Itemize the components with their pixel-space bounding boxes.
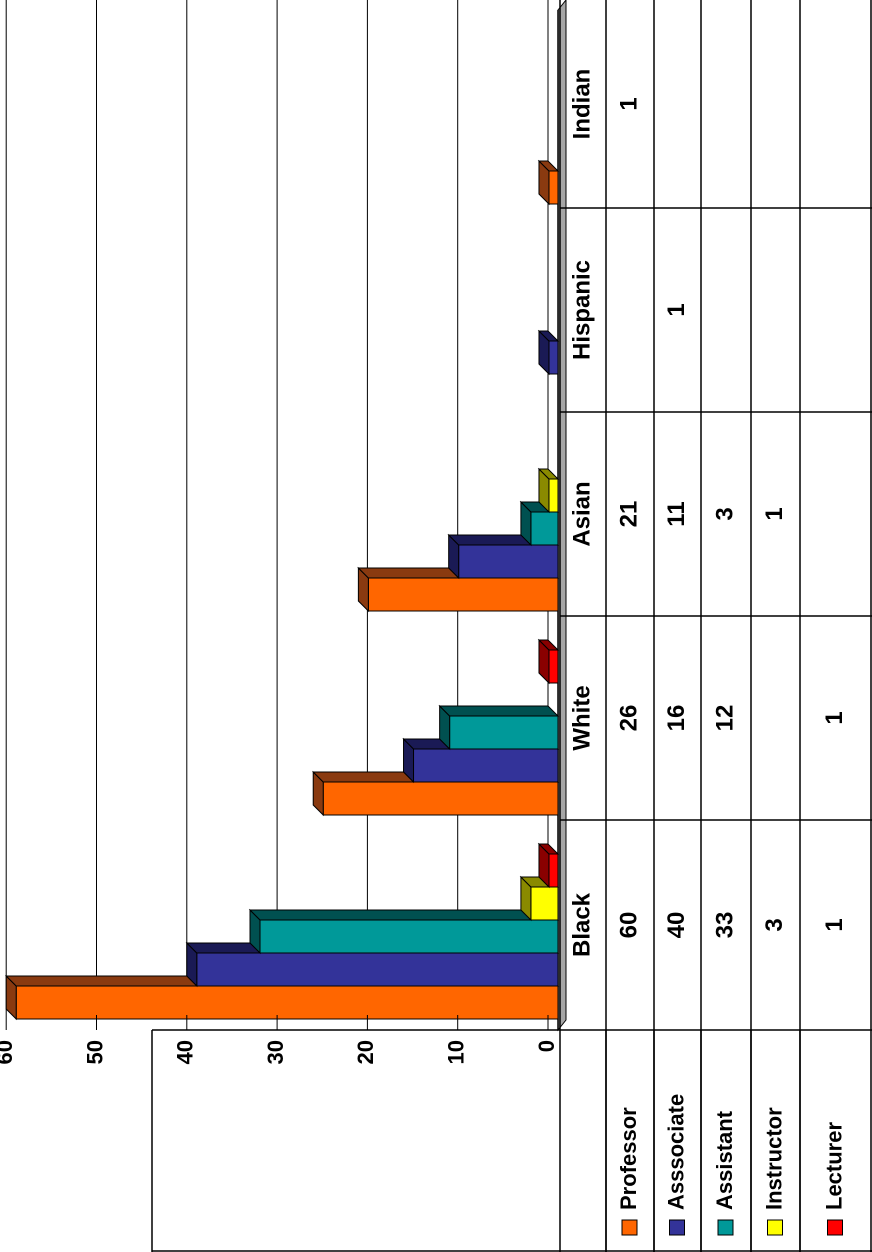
legend-label: Lecturer [821,1122,846,1210]
data-table: Professor Asssociate Assistant Instructor Le… [151,0,872,1252]
category-label: Indian [568,69,595,140]
category-label: Asian [568,481,595,546]
table-value: 1 [821,918,848,931]
table-value: 1 [663,303,690,316]
table-value: 16 [663,705,690,732]
bar-professor-indian [537,159,560,206]
table-value: 1 [761,507,788,520]
tick-label: 60 [0,1040,17,1064]
bar-assistant-black [248,908,560,955]
gridlines [5,0,549,1015]
bar-assistant-white [438,704,560,751]
legend-swatch [621,1219,638,1236]
table-value: 1 [821,711,848,724]
table-value: 60 [615,912,642,939]
bars [4,159,560,1021]
tick-label: 20 [353,1040,378,1064]
table-value: 21 [615,501,642,528]
legend-swatch [827,1219,843,1236]
legend-label: Instructor [761,1107,786,1210]
legend-swatch [669,1219,685,1236]
bar-asssociate-asian [447,533,560,580]
bar-asssociate-hispanic [537,329,560,376]
tick-label: 0 [534,1040,559,1052]
floor-face [557,0,567,1032]
table-value: 11 [663,501,690,526]
table-value: 33 [711,912,738,939]
category-label: White [568,685,595,750]
table-value: 26 [615,705,642,732]
legend-label: Asssociate [663,1094,688,1210]
category-label: Black [568,892,595,957]
table-value: 3 [711,507,738,520]
category-label: Hispanic [568,260,595,360]
bar-instructor-asian [537,467,560,514]
legend-swatch [767,1219,783,1236]
value-axis: 0 10 20 30 40 50 60 [0,1015,559,1064]
tick-label: 50 [82,1040,107,1064]
bar-professor-asian [357,566,560,613]
table-value: 12 [711,705,738,732]
bar-lecturer-black [537,842,560,889]
legend-label: Professor [616,1107,641,1210]
tick-label: 10 [444,1040,469,1064]
table-value: 3 [761,918,788,931]
chart-floor [557,0,567,1032]
table-value: 1 [615,97,642,110]
bar-lecturer-white [537,638,560,685]
legend-label: Assistant [712,1110,737,1210]
tick-label: 30 [263,1040,288,1064]
table-value: 40 [663,912,690,939]
tick-label: 40 [173,1040,198,1064]
legend-swatch [717,1219,734,1236]
